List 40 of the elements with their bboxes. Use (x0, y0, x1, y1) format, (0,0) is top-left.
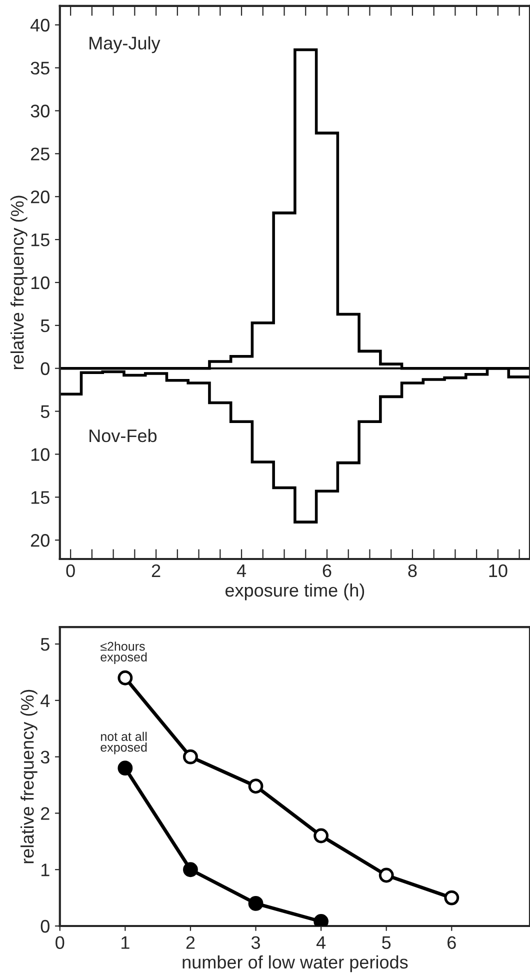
x-axis-title: number of low water periods (182, 955, 408, 972)
x-tick-label: 4 (236, 564, 246, 577)
y-tick-label: 30 (30, 104, 50, 118)
x-tick-label: 8 (408, 564, 417, 578)
y-axis-title: relative frequency (%) (10, 196, 28, 370)
x-tick-label: 1 (122, 936, 130, 949)
annotation: Nov-Feb (90, 428, 157, 442)
x-tick-label: 6 (448, 936, 456, 949)
y-axis-title: relative frequency (%) (20, 690, 38, 864)
y-tick-label: 20 (30, 190, 50, 204)
y-tick-label: 0 (40, 920, 50, 933)
y-tick-label: 4 (40, 694, 50, 707)
series-label: ≤2hours exposed (100, 642, 147, 664)
x-tick-label: 2 (186, 936, 195, 949)
y-tick-label: 5 (40, 405, 50, 418)
x-tick-label: 5 (382, 936, 391, 949)
y-tick-label: 1 (42, 864, 50, 876)
y-tick-label: 0 (40, 362, 50, 376)
series-label: not at all exposed (100, 732, 147, 754)
x-tick-label: 0 (56, 936, 64, 949)
y-tick-label: 35 (30, 62, 50, 75)
y-tick-label: 3 (40, 750, 50, 764)
annotation: May-July (90, 36, 160, 54)
x-tick-label: 3 (251, 936, 260, 949)
y-tick-label: 15 (31, 491, 50, 504)
y-tick-label: 25 (30, 148, 50, 160)
x-tick-label: 6 (322, 564, 332, 578)
x-tick-label: 0 (66, 564, 75, 578)
y-tick-label: 5 (40, 638, 50, 651)
y-tick-label: 20 (30, 534, 50, 547)
y-tick-label: 40 (30, 18, 50, 32)
x-tick-label: 4 (316, 936, 326, 949)
x-tick-label: 10 (489, 564, 508, 578)
y-tick-label: 10 (31, 448, 50, 461)
y-tick-label: 2 (41, 807, 50, 820)
x-tick-label: 2 (152, 564, 160, 577)
x-axis-title: exposure time (h) (225, 583, 364, 600)
y-tick-label: 15 (31, 234, 50, 246)
y-tick-label: 5 (40, 320, 50, 332)
y-tick-label: 10 (31, 276, 50, 290)
